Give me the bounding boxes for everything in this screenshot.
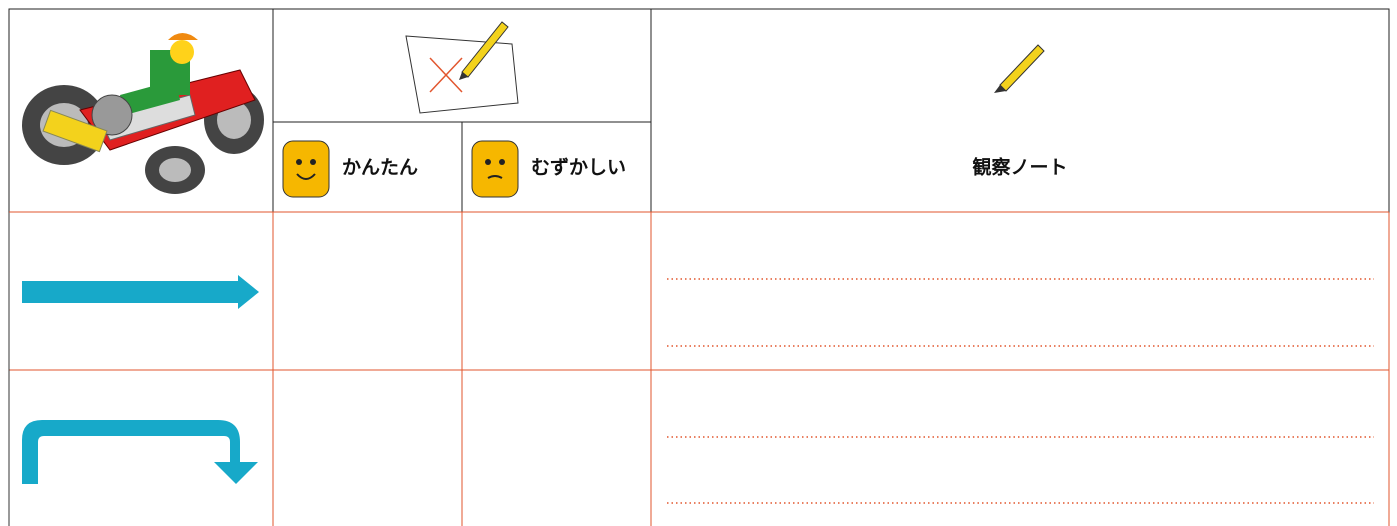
car-illustration	[22, 33, 264, 194]
happy-face-icon	[282, 140, 330, 198]
notes-label: 観察ノート	[972, 156, 1067, 179]
easy-label: かんたん	[342, 157, 418, 179]
paper-icon	[405, 21, 519, 114]
pencil-icon	[994, 44, 1045, 93]
body-grid	[9, 212, 1390, 526]
hard-label: むずかしい	[531, 157, 626, 179]
note-lines	[667, 278, 1374, 504]
turn-arrow	[22, 420, 258, 484]
straight-arrow	[22, 275, 259, 309]
sad-face-icon	[471, 140, 519, 198]
